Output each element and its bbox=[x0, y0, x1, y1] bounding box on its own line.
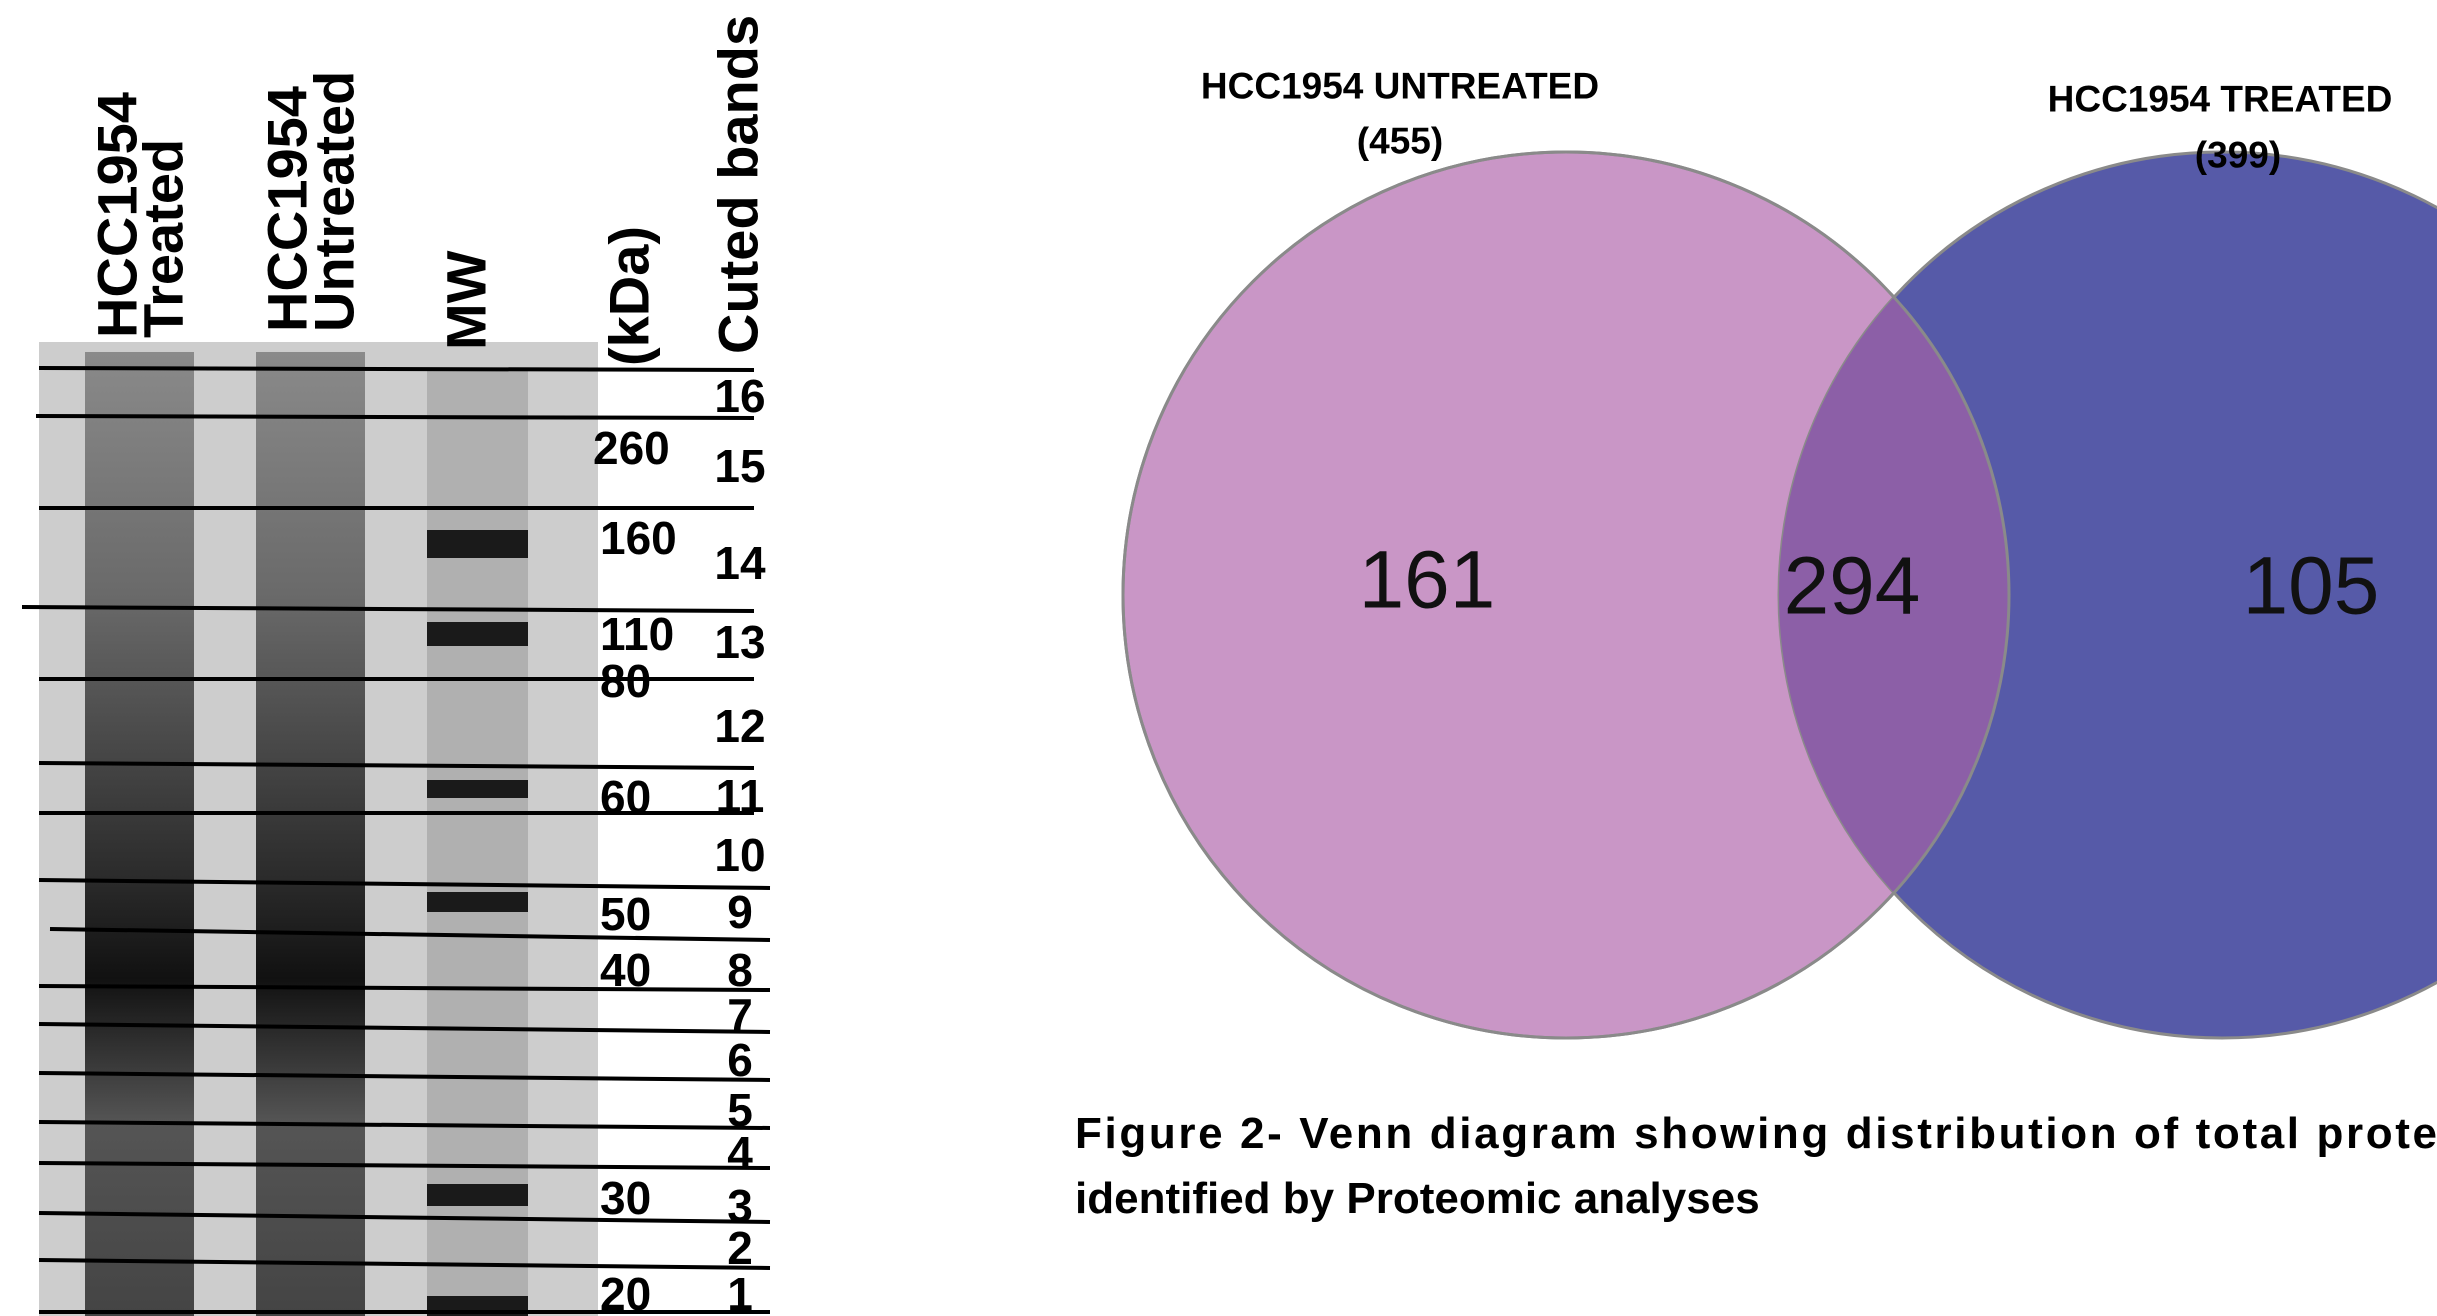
band-number: 2 bbox=[727, 1222, 753, 1274]
caption-line: identified by Proteomic analyses bbox=[1075, 1174, 1760, 1223]
band-number: 16 bbox=[714, 370, 765, 422]
mw-label: 160 bbox=[600, 512, 677, 564]
venn-diagram: HCC1954 UNTREATED (455) HCC1954 TREATED … bbox=[1123, 66, 2437, 1039]
lane-label: Treated bbox=[132, 139, 195, 338]
marker-band bbox=[427, 530, 528, 558]
mw-label: 60 bbox=[600, 771, 651, 823]
gel: HCC1954 Treated HCC1954 Untreated MW (kD… bbox=[22, 15, 770, 1316]
band-number: 6 bbox=[727, 1034, 753, 1086]
region-count: 161 bbox=[1359, 535, 1496, 626]
caption-line: Figure 2- Venn diagram showing distribut… bbox=[1075, 1109, 2437, 1158]
mw-label: 20 bbox=[600, 1268, 651, 1316]
cut-line bbox=[39, 368, 754, 370]
region-count: 105 bbox=[2243, 541, 2380, 632]
marker-band bbox=[427, 622, 528, 646]
band-number: 14 bbox=[714, 537, 766, 589]
set-total: (399) bbox=[2195, 135, 2281, 176]
mw-label: 50 bbox=[600, 888, 651, 940]
lane-label: Untreated bbox=[303, 71, 366, 332]
set-label: HCC1954 TREATED bbox=[2048, 79, 2393, 120]
mw-label: 110 bbox=[600, 608, 674, 660]
set-label: HCC1954 UNTREATED bbox=[1201, 66, 1599, 107]
unit-label: (kDa) bbox=[598, 226, 661, 366]
mw-label: 30 bbox=[600, 1172, 651, 1224]
band-number: 15 bbox=[714, 440, 765, 492]
band-number: 9 bbox=[727, 886, 753, 938]
mw-label: 40 bbox=[600, 944, 651, 996]
figure: HCC1954 Treated HCC1954 Untreated MW (kD… bbox=[0, 0, 2437, 1316]
mw-label: 260 bbox=[593, 422, 670, 474]
marker-band bbox=[427, 892, 528, 912]
lane bbox=[85, 352, 194, 1316]
region-count: 294 bbox=[1784, 541, 1921, 632]
lane-label: MW bbox=[435, 250, 498, 350]
cut-line bbox=[36, 416, 754, 418]
lane bbox=[256, 352, 365, 1316]
mw-label: 80 bbox=[600, 655, 651, 707]
band-number: 1 bbox=[727, 1268, 753, 1316]
band-number: 13 bbox=[714, 616, 765, 668]
marker-band bbox=[427, 1184, 528, 1206]
lane bbox=[427, 370, 528, 1316]
band-number: 12 bbox=[714, 700, 765, 752]
set-total: (455) bbox=[1357, 121, 1443, 162]
marker-band bbox=[427, 780, 528, 798]
band-number: 10 bbox=[714, 829, 765, 881]
page: {"gel": { "lanes": [ {"line1": "HCC1954"… bbox=[0, 0, 2437, 1316]
band-number: 4 bbox=[727, 1127, 753, 1179]
band-number: 11 bbox=[716, 770, 765, 822]
bands-title: Cuted bands bbox=[707, 15, 770, 354]
